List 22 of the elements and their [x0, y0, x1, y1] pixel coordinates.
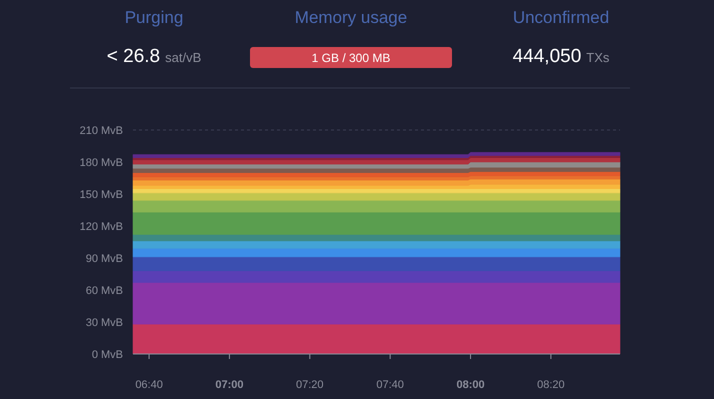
text: 444,050: [512, 46, 582, 67]
y-tick-label: 60 MvB: [86, 285, 123, 297]
text: sat/vB: [165, 50, 202, 65]
y-tick-label: 120 MvB: [80, 221, 123, 233]
x-tick-label: 08:00: [456, 379, 485, 391]
y-tick-label: 150 MvB: [80, 189, 123, 201]
text: Unconfirmed: [512, 8, 610, 27]
x-tick-label: 08:20: [537, 379, 565, 391]
y-tick-label: 180 MvB: [80, 157, 123, 169]
text: Memory usage: [294, 8, 408, 27]
y-tick-label: 0 MvB: [92, 349, 123, 361]
x-tick-label: 07:00: [215, 379, 244, 391]
text: 1 GB / 300 MB: [312, 51, 390, 65]
text: TXs: [586, 50, 610, 65]
y-tick-label: 210 MvB: [80, 125, 123, 137]
y-tick-label: 30 MvB: [86, 317, 123, 329]
x-tick-label: 06:40: [135, 379, 163, 391]
x-tick-label: 07:20: [296, 379, 324, 391]
x-tick-label: 07:40: [376, 379, 404, 391]
y-tick-label: 90 MvB: [86, 253, 123, 265]
text: < 26.8: [106, 46, 160, 67]
text: Purging: [124, 8, 184, 27]
